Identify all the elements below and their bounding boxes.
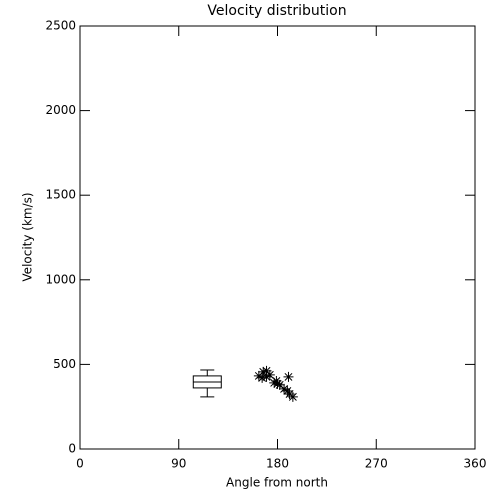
- y-tick-label: 2000: [45, 103, 76, 117]
- x-axis-label: Angle from north: [226, 476, 328, 490]
- point: [258, 366, 269, 377]
- point: [253, 370, 264, 381]
- x-tick-label: 270: [365, 457, 388, 471]
- y-axis-label: Velocity (km/s): [21, 192, 35, 281]
- point: [283, 371, 294, 382]
- y-tick-label: 500: [53, 357, 76, 371]
- y-tick-label: 1500: [45, 188, 76, 202]
- x-tick-label: 0: [76, 457, 84, 471]
- x-tick-label: 180: [266, 457, 289, 471]
- x-tick-label: 360: [464, 457, 487, 471]
- x-tick-label: 90: [171, 457, 186, 471]
- point: [261, 365, 272, 376]
- point: [287, 391, 298, 402]
- y-tick-label: 2500: [45, 19, 76, 33]
- point: [274, 379, 285, 390]
- point: [272, 378, 283, 389]
- point: [279, 383, 290, 394]
- y-tick-label: 0: [68, 442, 76, 456]
- point: [264, 369, 275, 380]
- point: [261, 371, 272, 382]
- chart-title: Velocity distribution: [207, 3, 346, 19]
- point: [257, 372, 268, 383]
- y-tick-label: 1000: [45, 272, 76, 286]
- point: [282, 385, 293, 396]
